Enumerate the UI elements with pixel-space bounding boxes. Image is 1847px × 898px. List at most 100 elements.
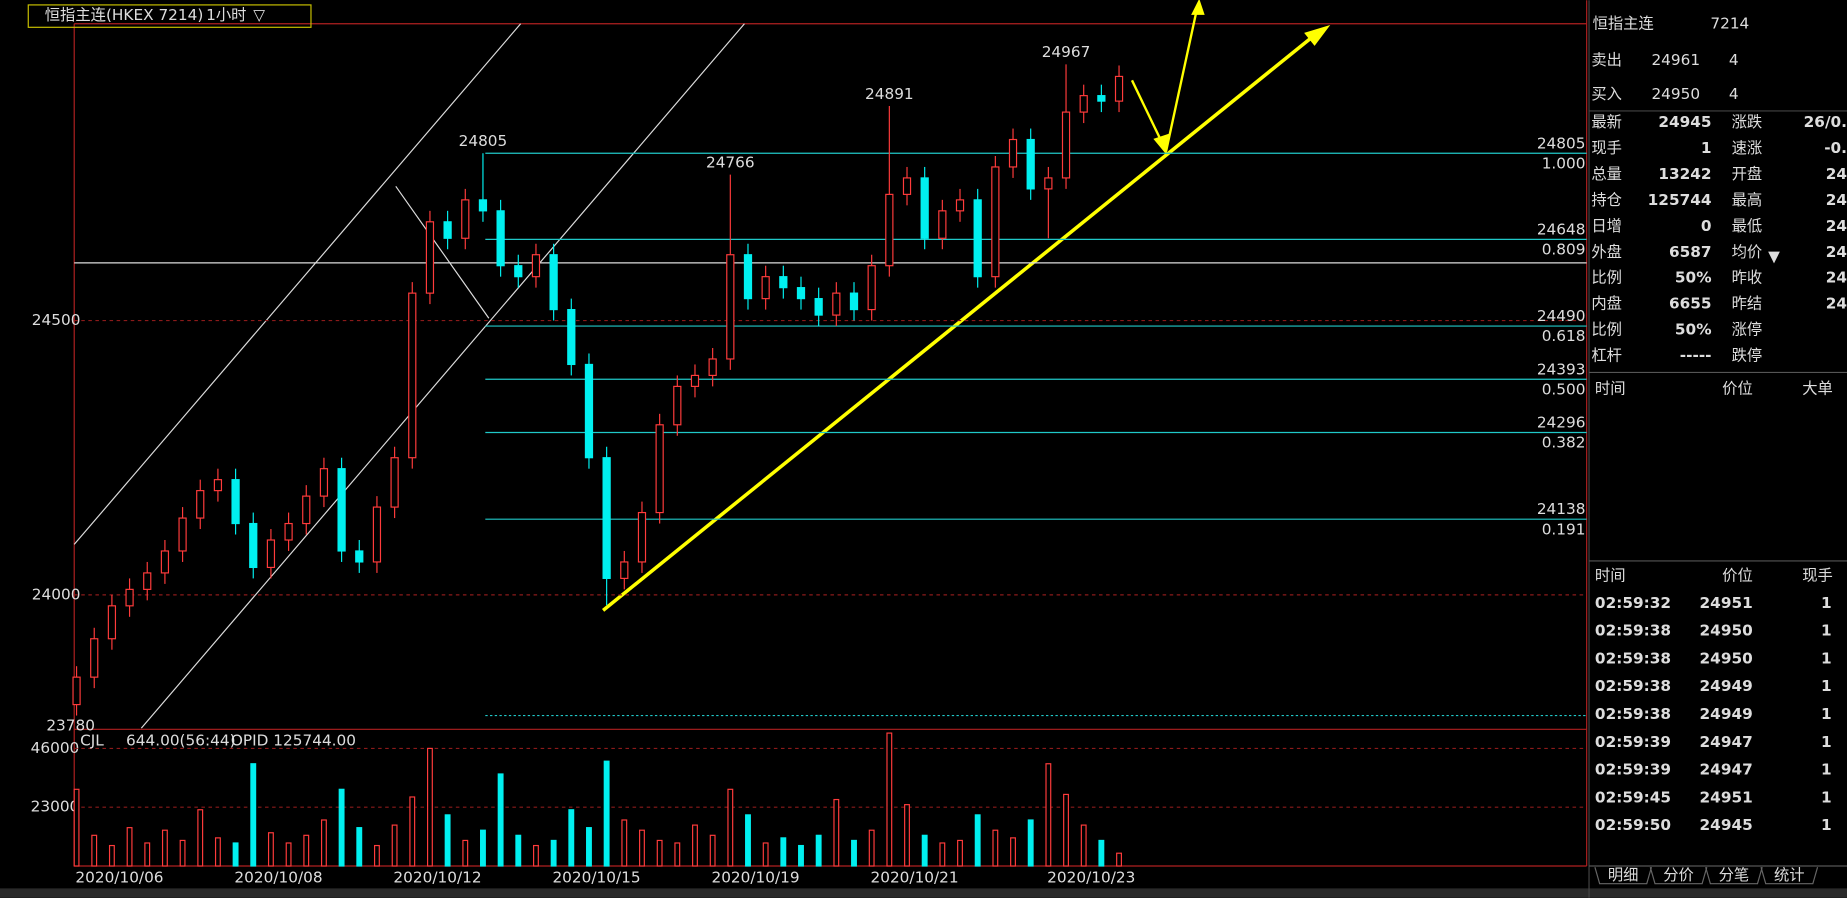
- volume-bar: [373, 844, 380, 867]
- candle-body: [496, 210, 505, 267]
- buy-qty: 4: [1729, 85, 1739, 103]
- tab[interactable]: 分价: [1663, 866, 1694, 884]
- tab[interactable]: 统计: [1774, 866, 1805, 884]
- x-tick-label: 2020/10/08: [234, 868, 322, 886]
- stat-label: 开盘: [1732, 165, 1763, 183]
- ticks-header: 现手: [1802, 567, 1833, 585]
- x-tick-label: 2020/10/19: [711, 868, 799, 886]
- candle-body: [814, 298, 823, 316]
- stat-label: 最新: [1591, 113, 1622, 131]
- stat-label: 速涨: [1732, 139, 1763, 157]
- volume-bar: [1010, 837, 1016, 867]
- stat-value: 24: [1826, 165, 1847, 183]
- candle-body: [249, 522, 258, 569]
- tick-price: 24945: [1700, 816, 1753, 834]
- stat-label: 外盘: [1591, 243, 1622, 261]
- stat-value: 6587: [1669, 243, 1712, 261]
- quote-code: 7214: [1710, 14, 1749, 32]
- buy-label: 买入: [1591, 85, 1622, 103]
- volume-bar: [868, 829, 875, 867]
- candle-body: [637, 511, 647, 563]
- volume-bar: [73, 788, 80, 867]
- volume-bar: [533, 844, 539, 867]
- volume-bar: [462, 839, 469, 867]
- volume-bar: [144, 842, 151, 867]
- candle-body: [355, 550, 364, 563]
- candle-body: [973, 199, 982, 278]
- candle-body: [955, 199, 965, 212]
- low-label: 23780: [46, 717, 95, 735]
- volume-bar: [727, 788, 734, 867]
- x-tick-label: 2020/10/21: [870, 868, 958, 886]
- candle-body: [885, 193, 894, 267]
- candle-body: [372, 506, 382, 563]
- fib-ratio: 0.809: [1542, 240, 1586, 258]
- stat-value: 24: [1826, 295, 1847, 313]
- header-box[interactable]: [27, 4, 312, 28]
- volume-bar: [197, 809, 204, 867]
- volume-bar: [586, 827, 592, 867]
- stat-label: 涨停: [1732, 321, 1763, 339]
- volume-bar: [957, 839, 963, 867]
- tick-qty: 1: [1821, 677, 1832, 695]
- candle-body: [902, 177, 912, 195]
- stat-value: -0.: [1824, 139, 1847, 157]
- volume-label: CJL: [80, 732, 104, 750]
- stat-value: 13242: [1658, 165, 1711, 183]
- tick-time: 02:59:38: [1595, 649, 1671, 667]
- period[interactable]: 1小时: [206, 6, 246, 24]
- volume-bar: [709, 834, 716, 867]
- x-tick-label: 2020/10/12: [393, 868, 481, 886]
- volume-bar: [904, 804, 910, 867]
- candle-body: [796, 287, 806, 300]
- candle-body: [1026, 138, 1035, 190]
- fib-price: 24296: [1537, 414, 1586, 432]
- candle-body: [390, 457, 399, 508]
- y-tick-label: 24000: [32, 585, 81, 603]
- volume-bar: [692, 824, 698, 867]
- fib-price: 24490: [1537, 307, 1586, 325]
- tab-shape: [1760, 867, 1819, 885]
- volume-bar: [780, 837, 787, 867]
- candle-body: [567, 308, 576, 366]
- candle-body: [531, 254, 541, 278]
- candle-body: [761, 276, 770, 300]
- volume-bar: [409, 796, 416, 867]
- tab[interactable]: 明细: [1608, 866, 1639, 884]
- stat-value: 24945: [1658, 113, 1711, 131]
- candle-body: [584, 363, 594, 459]
- volume-bar: [427, 747, 433, 867]
- volume-bar: [444, 814, 451, 867]
- tick-time: 02:59:39: [1595, 761, 1671, 779]
- volume-bar: [815, 834, 822, 867]
- candle-body: [72, 676, 81, 706]
- candle-body: [779, 276, 788, 289]
- big-order-header: 时间: [1595, 379, 1626, 397]
- tick-time: 02:59:38: [1595, 705, 1671, 723]
- stat-label: 日增: [1591, 217, 1622, 235]
- candle-body: [867, 265, 876, 311]
- tab[interactable]: 分笔: [1719, 866, 1750, 884]
- candle-body: [213, 479, 223, 492]
- stat-label: 均价: [1732, 243, 1763, 261]
- fib-ratio: 1.000: [1542, 154, 1586, 172]
- volume-bar: [91, 834, 98, 867]
- tick-qty: 1: [1821, 733, 1832, 751]
- tick-time: 02:59:32: [1595, 594, 1671, 612]
- candle-body: [478, 199, 488, 212]
- candle-body: [125, 588, 134, 607]
- volume-bar: [745, 814, 751, 867]
- stat-label: 昨收: [1732, 269, 1763, 287]
- dropdown-icon[interactable]: ▽: [253, 6, 265, 24]
- tick-price: 24951: [1700, 788, 1753, 806]
- tick-qty: 1: [1821, 788, 1832, 806]
- peak-label: 24766: [706, 153, 755, 171]
- volume-bar: [798, 844, 804, 867]
- volume-bar: [921, 834, 928, 867]
- volume-bar: [267, 832, 274, 867]
- channel-lines: [73, 23, 745, 729]
- candle-body: [302, 495, 311, 525]
- volume-bar: [1080, 824, 1087, 867]
- fib-price: 24648: [1537, 220, 1586, 238]
